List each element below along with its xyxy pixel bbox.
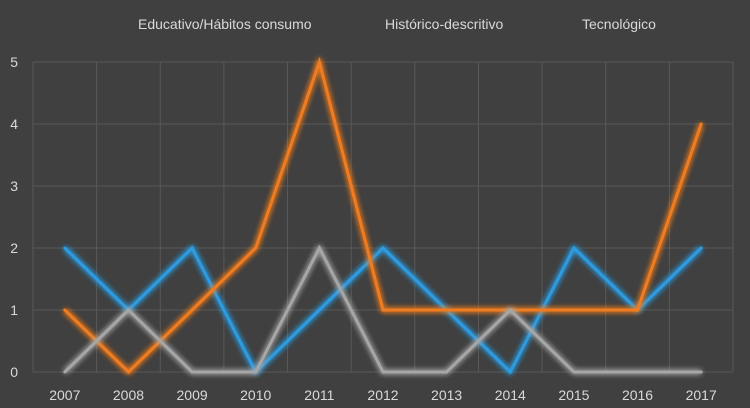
data-point xyxy=(254,370,258,374)
data-point xyxy=(126,308,130,312)
x-tick-label: 2016 xyxy=(622,387,653,403)
chart-series xyxy=(63,56,703,375)
x-tick-label: 2008 xyxy=(113,387,144,403)
legend-label: Tecnológico xyxy=(582,16,656,32)
x-tick-label: 2017 xyxy=(686,387,717,403)
data-point xyxy=(572,246,576,250)
data-point xyxy=(317,60,321,64)
data-point xyxy=(445,308,449,312)
chart-legend: Educativo/Hábitos consumo Histórico-descr… xyxy=(98,16,656,32)
x-tick-label: 2012 xyxy=(367,387,398,403)
y-tick-label: 0 xyxy=(10,364,18,380)
data-point xyxy=(63,370,67,374)
data-point xyxy=(636,370,640,374)
data-point xyxy=(63,308,67,312)
x-tick-label: 2013 xyxy=(431,387,462,403)
data-point xyxy=(381,308,385,312)
data-point xyxy=(445,370,449,374)
x-axis-tick-labels: 2007 2008 2009 2010 2011 2012 2013 2014 2015 2016… xyxy=(49,387,717,403)
y-tick-label: 4 xyxy=(10,116,18,132)
data-point xyxy=(190,308,194,312)
data-point xyxy=(126,370,130,374)
y-tick-label: 2 xyxy=(10,240,18,256)
data-point xyxy=(572,370,576,374)
x-tick-label: 2010 xyxy=(240,387,271,403)
x-tick-label: 2011 xyxy=(304,387,334,403)
x-tick-label: 2014 xyxy=(495,387,526,403)
y-tick-label: 3 xyxy=(10,178,18,194)
x-tick-label: 2007 xyxy=(49,387,80,403)
x-tick-label: 2009 xyxy=(177,387,208,403)
data-point xyxy=(508,370,512,374)
chart-gridlines xyxy=(32,61,734,373)
legend-label: Educativo/Hábitos consumo xyxy=(138,16,312,32)
data-point xyxy=(699,246,703,250)
legend-label: Histórico-descritivo xyxy=(385,16,503,32)
data-point xyxy=(508,308,512,312)
data-point xyxy=(572,308,576,312)
data-point xyxy=(699,370,703,374)
data-point xyxy=(254,246,258,250)
data-point xyxy=(190,246,194,250)
data-point xyxy=(636,308,640,312)
data-point xyxy=(317,246,321,250)
y-tick-label: 1 xyxy=(10,302,18,318)
data-point xyxy=(381,246,385,250)
y-axis-tick-labels: 0 1 2 3 4 5 xyxy=(10,54,18,380)
data-point xyxy=(317,308,321,312)
data-point xyxy=(381,370,385,374)
y-tick-label: 5 xyxy=(10,54,18,70)
x-tick-label: 2015 xyxy=(558,387,589,403)
data-point xyxy=(699,122,703,126)
data-point xyxy=(190,370,194,374)
data-point xyxy=(63,246,67,250)
